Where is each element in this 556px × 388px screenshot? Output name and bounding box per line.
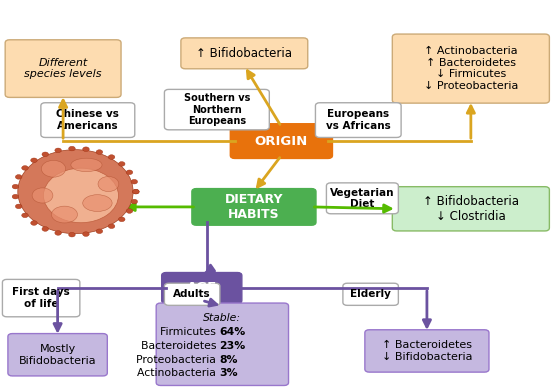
Ellipse shape	[118, 217, 125, 222]
Text: 64%: 64%	[220, 327, 246, 337]
Ellipse shape	[42, 227, 48, 231]
Ellipse shape	[16, 204, 22, 209]
Ellipse shape	[108, 224, 115, 229]
Ellipse shape	[132, 189, 139, 194]
Ellipse shape	[131, 179, 137, 184]
Text: Southern vs
Northern
Europeans: Southern vs Northern Europeans	[183, 93, 250, 126]
FancyBboxPatch shape	[8, 334, 107, 376]
FancyBboxPatch shape	[343, 283, 398, 305]
FancyBboxPatch shape	[41, 103, 135, 137]
Ellipse shape	[18, 150, 133, 234]
Text: Actinobacteria: Actinobacteria	[137, 368, 220, 378]
Ellipse shape	[71, 158, 102, 171]
Ellipse shape	[68, 146, 75, 151]
FancyBboxPatch shape	[230, 124, 332, 158]
FancyBboxPatch shape	[181, 38, 308, 69]
Ellipse shape	[43, 168, 118, 223]
Ellipse shape	[12, 194, 19, 199]
Ellipse shape	[41, 160, 66, 177]
FancyBboxPatch shape	[156, 303, 289, 385]
Ellipse shape	[68, 232, 75, 237]
Text: 8%: 8%	[220, 355, 238, 364]
Ellipse shape	[83, 232, 90, 236]
Ellipse shape	[126, 170, 133, 175]
FancyBboxPatch shape	[192, 189, 316, 225]
Text: Proteobacteria: Proteobacteria	[136, 355, 220, 364]
Ellipse shape	[55, 148, 61, 152]
Text: Bacteroidetes: Bacteroidetes	[141, 341, 220, 351]
Text: Stable:: Stable:	[203, 313, 241, 323]
Text: Bacteroidetes 23%: Bacteroidetes 23%	[171, 341, 274, 351]
Ellipse shape	[55, 230, 61, 235]
FancyBboxPatch shape	[365, 330, 489, 372]
Ellipse shape	[83, 195, 112, 211]
Ellipse shape	[32, 188, 53, 203]
Ellipse shape	[96, 229, 103, 234]
Ellipse shape	[98, 177, 119, 192]
Ellipse shape	[12, 184, 19, 189]
Ellipse shape	[42, 152, 48, 157]
Ellipse shape	[31, 158, 37, 163]
Text: Vegetarian
Diet: Vegetarian Diet	[330, 187, 395, 209]
Text: DIETARY
HABITS: DIETARY HABITS	[225, 193, 283, 221]
Ellipse shape	[131, 199, 137, 204]
Text: ↑ Bacteroidetes
↓ Bifidobacteria: ↑ Bacteroidetes ↓ Bifidobacteria	[381, 340, 472, 362]
FancyBboxPatch shape	[326, 183, 398, 214]
Text: First days
of life: First days of life	[12, 287, 70, 309]
Ellipse shape	[96, 150, 103, 154]
Ellipse shape	[52, 206, 77, 223]
Text: Elderly: Elderly	[350, 289, 391, 299]
Text: ↑ Bifidobacteria
↓ Clostridia: ↑ Bifidobacteria ↓ Clostridia	[423, 195, 519, 223]
FancyBboxPatch shape	[5, 40, 121, 97]
Text: Firmicutes: Firmicutes	[160, 327, 220, 337]
Text: ORIGIN: ORIGIN	[255, 135, 308, 147]
Ellipse shape	[83, 147, 90, 151]
FancyBboxPatch shape	[162, 272, 242, 303]
Text: Different
species levels: Different species levels	[24, 58, 102, 80]
FancyBboxPatch shape	[165, 283, 220, 305]
Ellipse shape	[118, 162, 125, 166]
Text: Firmicutes 64%: Firmicutes 64%	[181, 327, 264, 337]
Text: AGE: AGE	[187, 281, 217, 294]
Text: Mostly
Bifidobacteria: Mostly Bifidobacteria	[19, 344, 96, 365]
Ellipse shape	[16, 175, 22, 179]
Text: Actinobacteria 3%: Actinobacteria 3%	[172, 368, 272, 378]
FancyBboxPatch shape	[315, 103, 401, 137]
Text: Europeans
vs Africans: Europeans vs Africans	[326, 109, 391, 131]
Ellipse shape	[22, 166, 28, 170]
Text: ↑ Bifidobacteria: ↑ Bifidobacteria	[196, 47, 292, 60]
FancyBboxPatch shape	[2, 279, 80, 317]
Ellipse shape	[132, 189, 139, 194]
Text: ↑ Actinobacteria
↑ Bacteroidetes
↓ Firmicutes
↓ Proteobacteria: ↑ Actinobacteria ↑ Bacteroidetes ↓ Firmi…	[424, 46, 518, 91]
FancyBboxPatch shape	[393, 34, 549, 103]
Text: Adults: Adults	[173, 289, 211, 299]
Ellipse shape	[126, 209, 133, 213]
Ellipse shape	[108, 155, 115, 159]
Text: 23%: 23%	[220, 341, 246, 351]
Ellipse shape	[22, 213, 28, 218]
FancyBboxPatch shape	[393, 187, 549, 231]
Text: 3%: 3%	[220, 368, 238, 378]
FancyBboxPatch shape	[165, 89, 269, 130]
Text: Proteobacteria 8%: Proteobacteria 8%	[172, 355, 272, 364]
Text: Chinese vs
Americans: Chinese vs Americans	[56, 109, 119, 131]
Ellipse shape	[31, 221, 37, 225]
